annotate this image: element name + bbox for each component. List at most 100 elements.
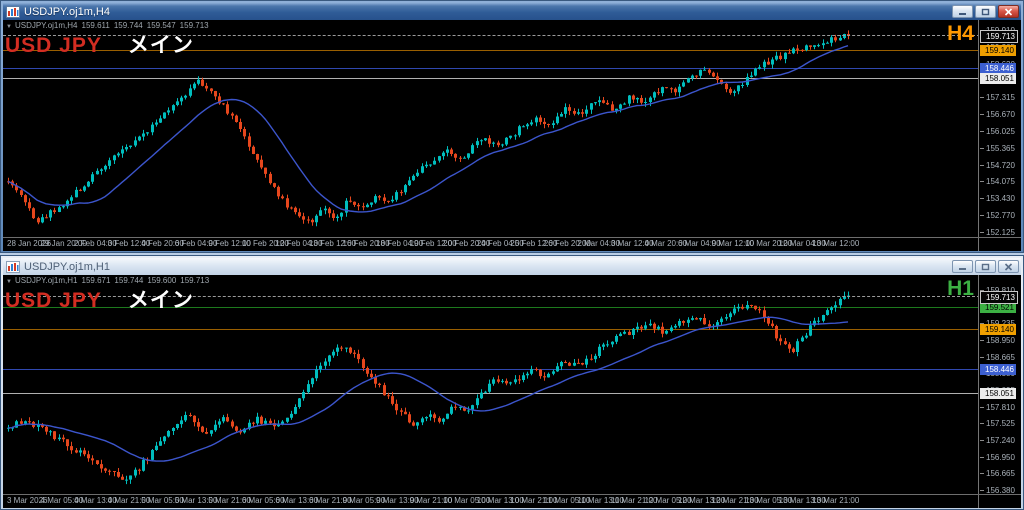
level-price-label: 159.521 <box>980 302 1016 313</box>
minimize-button[interactable] <box>952 5 973 18</box>
level-price-label: 159.140 <box>980 324 1016 335</box>
header-low: 159.547 <box>146 21 176 30</box>
window-titlebar[interactable]: USDJPY.oj1m,H4 <box>3 3 1021 20</box>
header-open: 159.671 <box>81 276 111 285</box>
moving-average-line <box>7 45 849 213</box>
time-axis-label: 19 Feb 12:00 <box>409 239 457 248</box>
time-axis-label: 10 Mar 05:00 <box>443 496 491 505</box>
minimize-button[interactable] <box>952 260 973 273</box>
chevron-down-icon: ▼ <box>6 24 12 30</box>
level-price-label: 158.446 <box>980 63 1016 74</box>
header-close: 159.713 <box>180 276 210 285</box>
header-open: 159.611 <box>81 21 110 30</box>
time-axis-label: 2 Feb 04:00 <box>74 239 117 248</box>
time-axis-label: 5 Mar 13:00 <box>174 496 218 505</box>
window-title: USDJPY.oj1m,H4 <box>24 5 110 18</box>
time-axis-label: 5 Mar 05:00 <box>141 496 184 505</box>
time-axis-label: 12 Mar 05:00 <box>644 496 692 505</box>
price-tick-label: 156.025 <box>980 127 1015 136</box>
time-axis-label: 24 Feb 04:00 <box>476 239 524 248</box>
time-axis-label: 20 Feb 20:00 <box>443 239 491 248</box>
time-axis-label: 12 Feb 04:00 <box>275 239 323 248</box>
candlestick-layer <box>7 30 850 227</box>
price-tick-label: 154.075 <box>980 177 1015 186</box>
time-axis-label: 6 Mar 13:00 <box>275 496 319 505</box>
candlestick-layer <box>7 291 850 485</box>
time-axis-label: 26 Feb 20:00 <box>543 239 591 248</box>
header-close: 159.713 <box>179 21 209 30</box>
header-high: 159.744 <box>113 21 143 30</box>
price-tick-label: 158.665 <box>980 353 1015 362</box>
level-line <box>3 50 980 51</box>
level-price-label: 158.446 <box>980 364 1016 375</box>
window-titlebar[interactable]: USDJPY.oj1m,H1 <box>3 258 1021 275</box>
header-low: 159.600 <box>147 276 177 285</box>
current-price-line <box>3 35 980 36</box>
time-axis-label: 4 Mar 20:00 <box>644 239 688 248</box>
time-axis-label: 13 Mar 05:00 <box>745 496 793 505</box>
down-candle-wicks <box>8 30 849 226</box>
time-axis-label: 4 Mar 13:00 <box>74 496 117 505</box>
moving-average-line <box>7 316 849 462</box>
time-axis-label: 6 Mar 04:00 <box>678 239 721 248</box>
price-axis[interactable]: 159.521159.140158.446158.051159.810159.5… <box>978 275 1021 508</box>
level-line <box>3 369 980 370</box>
price-tick-label: 156.950 <box>980 453 1015 462</box>
current-price-label: 159.713 <box>980 291 1018 304</box>
chart-watermark: USD JPY メイン <box>5 284 194 314</box>
time-axis-label: 11 Mar 13:00 <box>577 496 624 505</box>
time-axis-label: 10 Mar 20:00 <box>745 239 793 248</box>
time-axis-label: 13 Mar 21:00 <box>812 496 860 505</box>
price-axis[interactable]: 159.140158.446158.051159.910159.265158.6… <box>978 20 1021 251</box>
up-candle-wicks <box>42 33 845 227</box>
close-button[interactable] <box>998 5 1019 18</box>
header-symbol: USDJPY.oj1m,H1 <box>14 276 78 285</box>
plot-area[interactable]: ▼ USDJPY.oj1m,H4 159.611 159.744 159.547 159.… <box>3 20 980 237</box>
close-button[interactable] <box>998 260 1019 273</box>
watermark-label: メイン <box>127 34 194 57</box>
time-axis-label: 4 Mar 21:00 <box>107 496 151 505</box>
watermark-pair: USD JPY <box>5 289 102 312</box>
up-candle-bodies <box>7 295 850 481</box>
price-tick-label: 156.380 <box>980 486 1015 495</box>
price-tick-label: 157.525 <box>980 419 1015 428</box>
watermark-label: メイン <box>127 289 194 312</box>
price-tick-label: 153.430 <box>980 194 1015 203</box>
time-axis[interactable]: 28 Jan 2026 29 Jan 20:00 2 Feb 04:00 3 Feb … <box>3 237 980 251</box>
time-axis-label: 3 Feb 12:00 <box>107 239 151 248</box>
chart-window-h1: USDJPY.oj1m,H1 ▼ USDJPY.oj1m,H1 159.671 159… <box>0 255 1024 510</box>
time-axis-label: 13 Mar 12:00 <box>812 239 860 248</box>
plot-area[interactable]: ▼ USDJPY.oj1m,H1 159.671 159.744 159.600 159.… <box>3 275 980 494</box>
time-axis-label: 29 Jan 20:00 <box>40 239 87 248</box>
header-symbol: USDJPY.oj1m,H4 <box>14 21 78 30</box>
level-price-label: 159.140 <box>980 45 1016 56</box>
restore-button[interactable] <box>975 260 996 273</box>
price-tick-label: 156.665 <box>980 469 1015 478</box>
price-tick-label: 157.240 <box>980 436 1015 445</box>
time-axis-label: 11 Mar 21:00 <box>610 496 658 505</box>
time-axis[interactable]: 3 Mar 2026 4 Mar 05:00 4 Mar 13:00 4 Mar 21… <box>3 494 980 508</box>
time-axis-label: 13 Mar 13:00 <box>778 496 826 505</box>
price-tick-label: 157.315 <box>980 93 1015 102</box>
time-axis-label: 10 Feb 20:00 <box>241 239 289 248</box>
time-axis-label: 9 Mar 21:00 <box>409 496 453 505</box>
watermark-pair: USD JPY <box>5 34 102 57</box>
axis-separator <box>3 494 1021 495</box>
time-axis-label: 5 Mar 21:00 <box>208 496 251 505</box>
header-high: 159.744 <box>114 276 144 285</box>
price-tick-label: 158.950 <box>980 336 1015 345</box>
price-tick-label: 157.810 <box>980 403 1015 412</box>
down-candle-bodies <box>7 34 850 223</box>
current-price-label: 159.713 <box>980 30 1018 43</box>
price-tick-label: 154.720 <box>980 161 1015 170</box>
time-axis-label: 3 Mar 2026 <box>7 496 48 505</box>
price-tick-label: 152.125 <box>980 228 1015 237</box>
time-axis-label: 12 Mar 04:00 <box>778 239 826 248</box>
level-line <box>3 307 980 308</box>
time-axis-label: 9 Mar 05:00 <box>342 496 386 505</box>
restore-button[interactable] <box>975 5 996 18</box>
time-axis-label: 4 Mar 05:00 <box>40 496 84 505</box>
price-tick-label: 159.810 <box>980 286 1015 295</box>
chevron-down-icon: ▼ <box>6 279 12 285</box>
time-axis-label: 12 Mar 13:00 <box>678 496 726 505</box>
